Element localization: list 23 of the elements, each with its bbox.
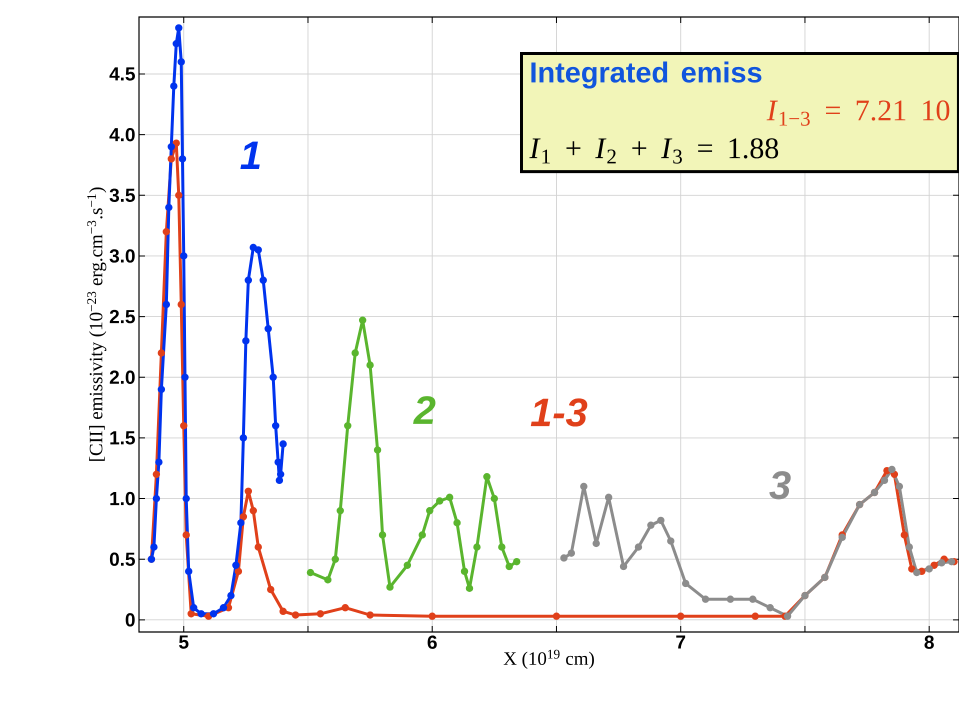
x-tick-label: 7 <box>676 636 686 649</box>
y-tick-label: 2.5 <box>110 310 135 324</box>
y-axis-title: [CII] emissivity (10$^{−23}$ erg.cm$^{−3}$.s$^{−1}$) <box>87 188 106 461</box>
text: 1-3 <box>530 398 588 427</box>
y-tick-label: 1.0 <box>110 492 135 506</box>
text: I$_{1}$ + I$_{2}$ + I$_{3}$ = 1.88 <box>529 138 778 164</box>
y-tick-label: 0 <box>126 613 135 627</box>
annotation: Integrated emiss <box>531 61 762 89</box>
annotation: I$_{1−3}$ = 7.21 10 <box>766 100 950 126</box>
y-tick-label: 0.5 <box>110 552 135 566</box>
x-tick-label: 6 <box>428 636 437 649</box>
y-tick-label: 4.5 <box>109 67 135 81</box>
y-tick-label: 3.5 <box>110 188 135 202</box>
x-tick-label: 5 <box>179 636 188 649</box>
y-tick-label: 2.0 <box>110 370 135 384</box>
x-tick-label: 8 <box>924 636 934 649</box>
series-label: 1 <box>240 142 260 169</box>
y-tick-label: 1.5 <box>110 431 135 445</box>
y-tick-label: 3.0 <box>110 249 135 263</box>
x-axis-title: X (10$^{19}$ cm) <box>504 650 594 669</box>
series-label: 2 <box>413 396 436 424</box>
y-tick-label: 4.0 <box>109 128 135 142</box>
series-label: 3 <box>769 471 791 500</box>
